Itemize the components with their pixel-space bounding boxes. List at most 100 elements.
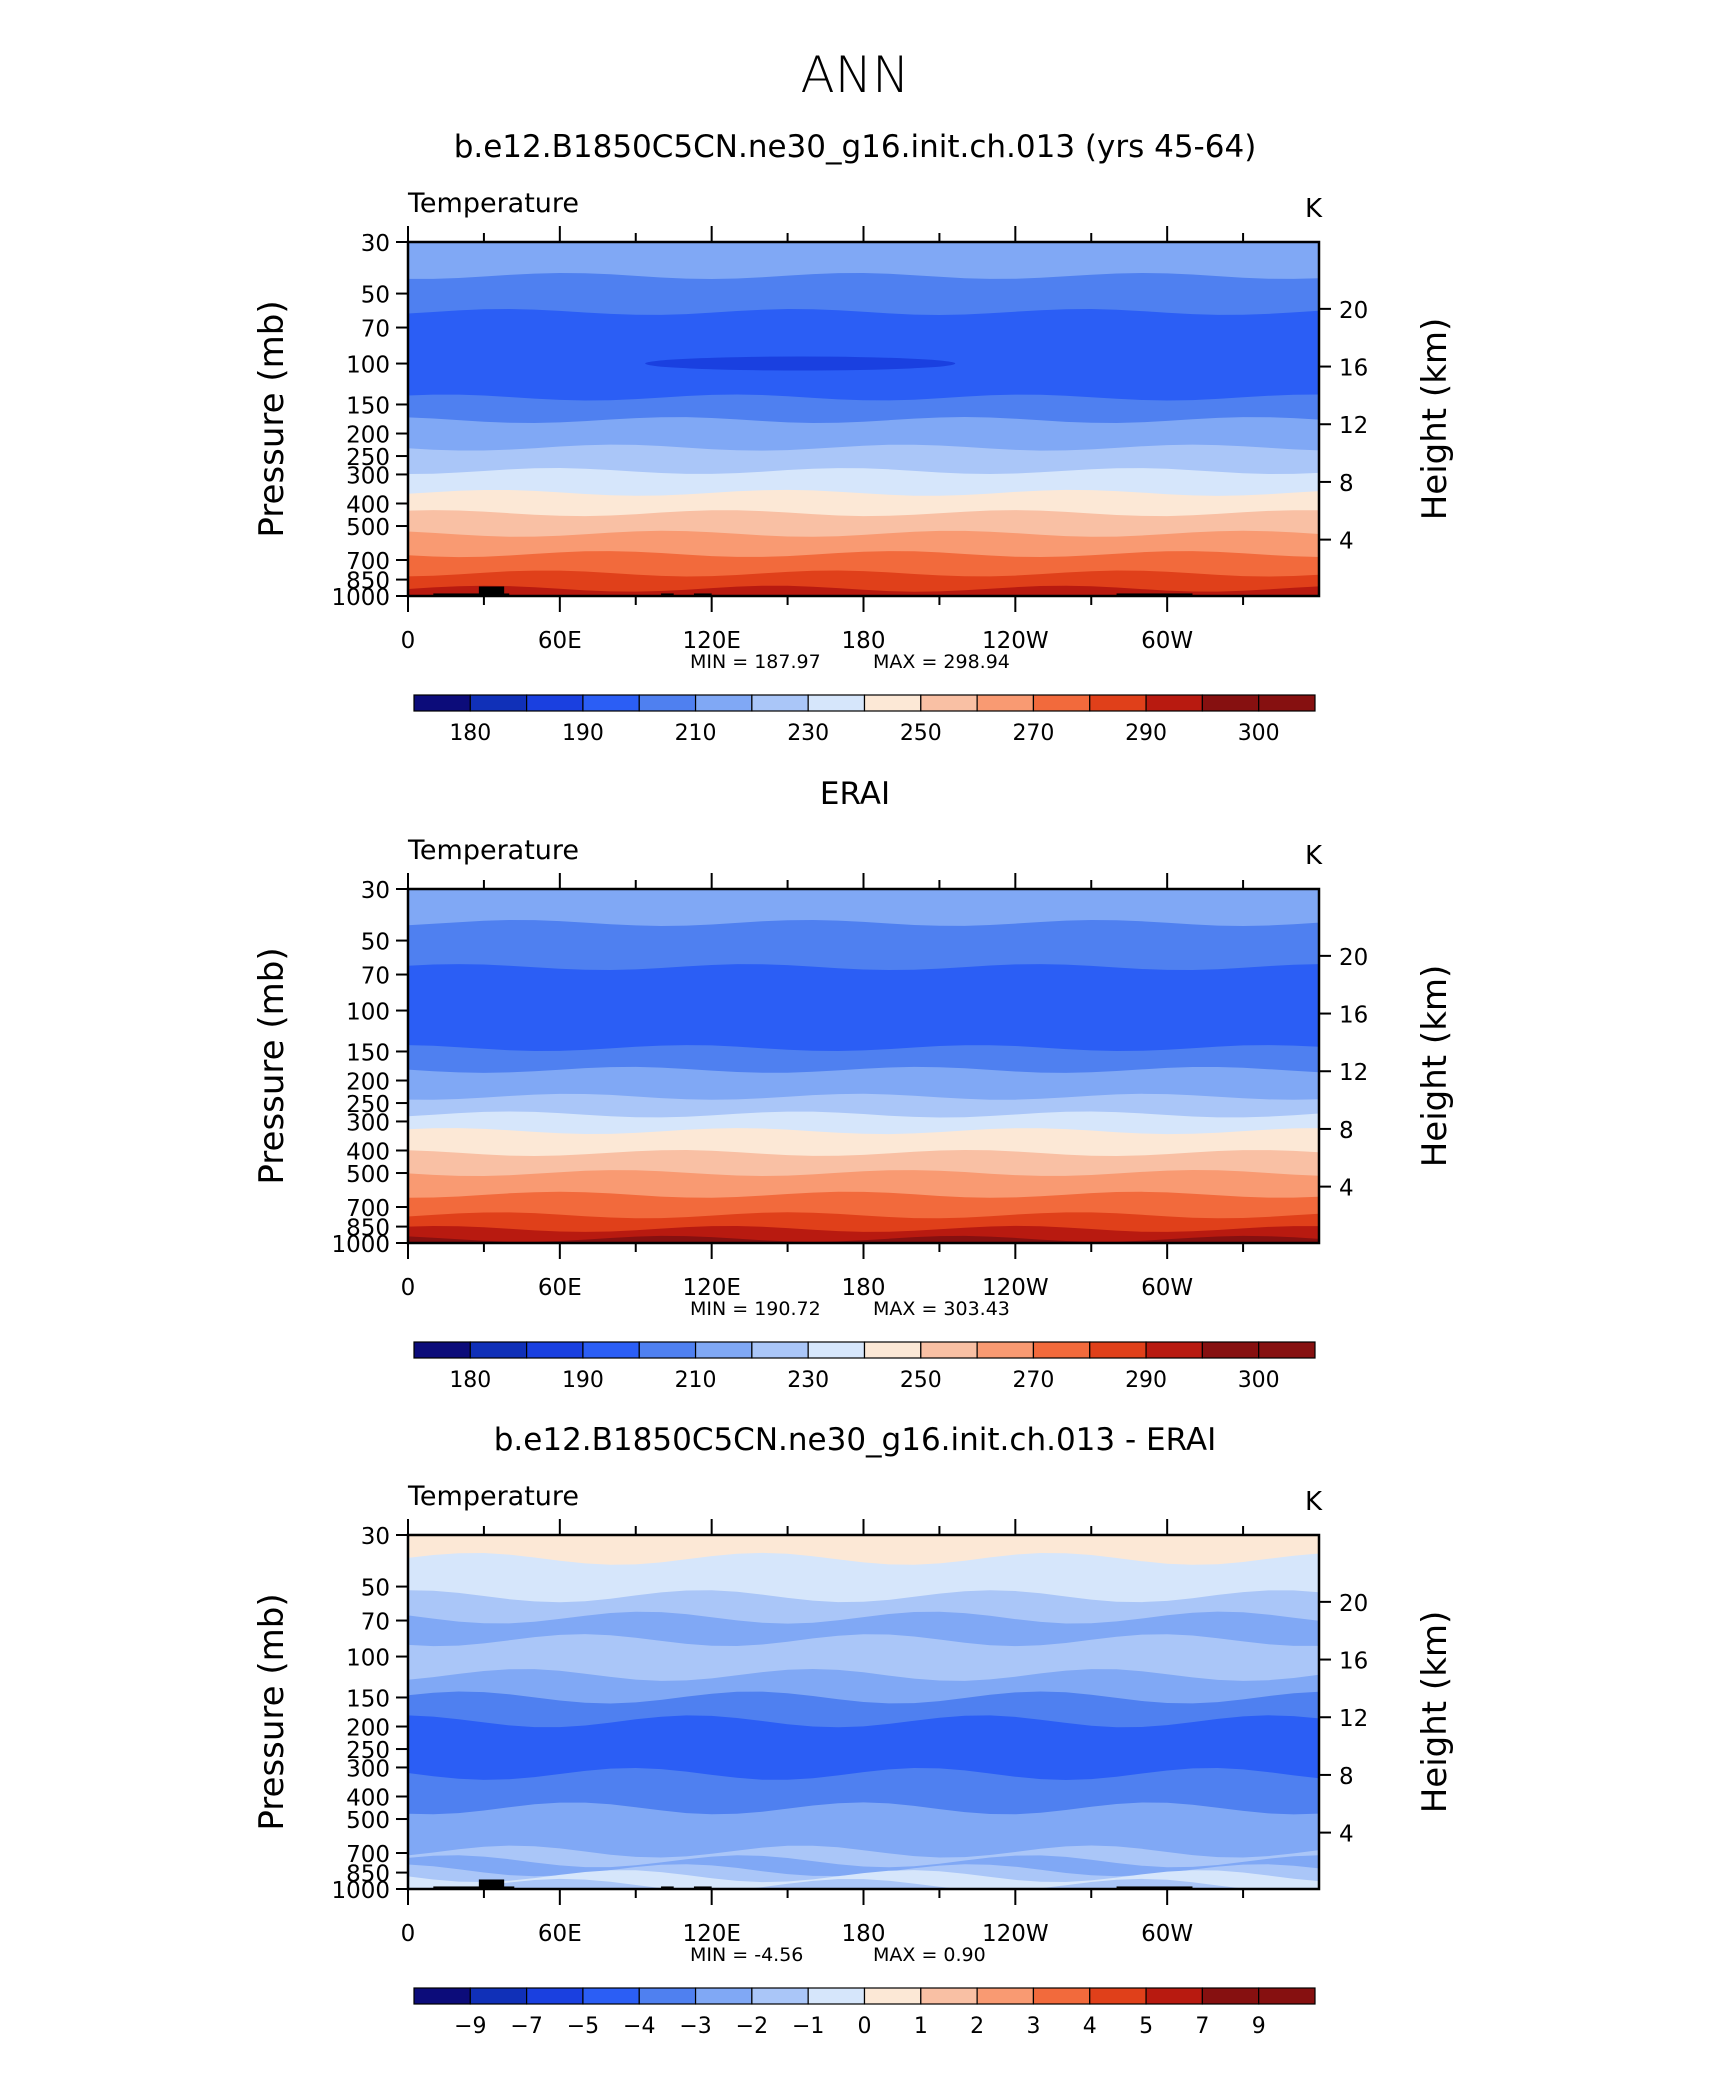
height-tick-label: 16 xyxy=(1339,1003,1368,1029)
colorbar-box xyxy=(1145,694,1203,712)
contour-band xyxy=(408,242,1319,284)
page-title: ANN xyxy=(800,46,909,104)
pressure-tick-label: 850 xyxy=(346,1862,390,1888)
contour-band xyxy=(408,1768,1319,1817)
panel-1: b.e12.B1850C5CN.ne30_g16.init.ch.013 (yr… xyxy=(252,129,1455,746)
topography xyxy=(693,1886,712,1889)
height-tick-label: 8 xyxy=(1339,471,1354,497)
colorbar: 180 190 210 230 250 270 290 300 xyxy=(413,694,1316,746)
colorbar-label: 4 xyxy=(1083,2014,1097,2039)
pressure-tick-label: 250 xyxy=(346,1092,390,1118)
colorbar-label: 210 xyxy=(675,1368,717,1393)
pressure-tick-label: 200 xyxy=(346,1070,390,1096)
contour-band xyxy=(408,1802,1319,1860)
colorbar-label: 190 xyxy=(562,721,604,746)
colorbar-box xyxy=(526,694,584,712)
colorbar-box xyxy=(638,1341,697,1359)
lon-tick-label: 0 xyxy=(401,628,416,654)
height-tick-label: 20 xyxy=(1339,298,1368,324)
variable-label: Temperature xyxy=(407,1481,579,1512)
height-tick-label: 12 xyxy=(1339,1706,1368,1732)
colorbar-box xyxy=(694,694,753,712)
colorbar-box xyxy=(469,694,528,712)
lon-tick-label: 120E xyxy=(682,1275,740,1301)
pressure-tick-label: 1000 xyxy=(331,585,390,611)
colorbar-box xyxy=(582,1987,640,2005)
max-label: MAX = 298.94 xyxy=(873,651,1010,673)
pressure-tick-label: 400 xyxy=(346,1139,390,1165)
pressure-tick-label: 250 xyxy=(346,445,390,471)
colorbar-box xyxy=(920,1987,978,2005)
colorbar-box xyxy=(807,1987,866,2005)
colorbar-box xyxy=(751,1987,809,2005)
height-tick-label: 4 xyxy=(1339,1176,1354,1202)
pressure-tick-label: 50 xyxy=(361,930,390,956)
colorbar-label: −5 xyxy=(567,2014,599,2039)
lon-tick-label: 60E xyxy=(538,628,582,654)
colorbar-label: −4 xyxy=(623,2014,655,2039)
colorbar-box xyxy=(976,1341,1035,1359)
pressure-tick-label: 200 xyxy=(346,423,390,449)
contour-fill xyxy=(408,1535,1319,1889)
colorbar-label: 2 xyxy=(970,2014,984,2039)
height-tick-label: 4 xyxy=(1339,1822,1354,1848)
lon-tick-label: 0 xyxy=(401,1275,416,1301)
colorbar-box xyxy=(1089,1987,1147,2005)
colorbar: 180 190 210 230 250 270 290 300 xyxy=(413,1341,1316,1393)
colorbar-box xyxy=(694,1341,753,1359)
units-label: K xyxy=(1305,1487,1323,1517)
colorbar-box xyxy=(920,1341,978,1359)
topography xyxy=(478,1879,505,1889)
pressure-tick-label: 50 xyxy=(361,1576,390,1602)
colorbar-box xyxy=(638,694,697,712)
pressure-tick-label: 150 xyxy=(346,1040,390,1066)
colorbar-box xyxy=(1201,694,1260,712)
colorbar-label: 7 xyxy=(1195,2014,1209,2039)
colorbar-label: 230 xyxy=(787,1368,829,1393)
topography xyxy=(433,1886,515,1889)
pressure-tick-label: 100 xyxy=(346,1646,390,1672)
colorbar-label: 190 xyxy=(562,1368,604,1393)
lon-tick-label: 180 xyxy=(842,1275,886,1301)
pressure-tick-label: 30 xyxy=(361,1524,390,1550)
colorbar-box xyxy=(1145,1341,1203,1359)
lon-tick-label: 60E xyxy=(538,1275,582,1301)
colorbar-label: −9 xyxy=(454,2014,486,2039)
pressure-tick-label: 150 xyxy=(346,393,390,419)
colorbar-box xyxy=(1258,1341,1316,1359)
colorbar-label: 210 xyxy=(675,721,717,746)
height-tick-label: 4 xyxy=(1339,529,1354,555)
colorbar-label: 250 xyxy=(900,721,942,746)
colorbar-box xyxy=(1145,1987,1203,2005)
colorbar-label: −2 xyxy=(736,2014,768,2039)
panel-title: b.e12.B1850C5CN.ne30_g16.init.ch.013 (yr… xyxy=(454,129,1257,165)
height-tick-label: 16 xyxy=(1339,356,1368,382)
colorbar-box xyxy=(469,1341,528,1359)
colorbar-label: 9 xyxy=(1252,2014,1266,2039)
colorbar-box xyxy=(1032,1341,1091,1359)
pressure-tick-label: 50 xyxy=(361,283,390,309)
lon-tick-label: 120W xyxy=(982,628,1049,654)
colorbar-label: −3 xyxy=(679,2014,711,2039)
colorbar-box xyxy=(469,1987,528,2005)
pressure-tick-label: 1000 xyxy=(331,1232,390,1258)
height-tick-label: 12 xyxy=(1339,413,1368,439)
height-tick-label: 8 xyxy=(1339,1764,1354,1790)
colorbar-label: 300 xyxy=(1238,721,1280,746)
lon-tick-label: 0 xyxy=(401,1921,416,1947)
colorbar-box xyxy=(1032,694,1091,712)
lon-tick-label: 120E xyxy=(682,628,740,654)
lon-tick-label: 60W xyxy=(1141,628,1193,654)
colorbar-box xyxy=(807,694,866,712)
colorbar-label: 290 xyxy=(1125,721,1167,746)
contour-fill xyxy=(408,889,1319,1243)
topography xyxy=(661,593,674,596)
y-axis-title-right: Height (km) xyxy=(1415,965,1455,1168)
colorbar-box xyxy=(1258,1987,1316,2005)
colorbar-box xyxy=(413,1341,471,1359)
colorbar: −9 −7 −5 −4 −3 −2 −1 0 1 2 3 4 5 7 9 xyxy=(413,1987,1316,2039)
panel-3: b.e12.B1850C5CN.ne30_g16.init.ch.013 - E… xyxy=(252,1422,1455,2039)
contour-band xyxy=(408,1235,1319,1243)
